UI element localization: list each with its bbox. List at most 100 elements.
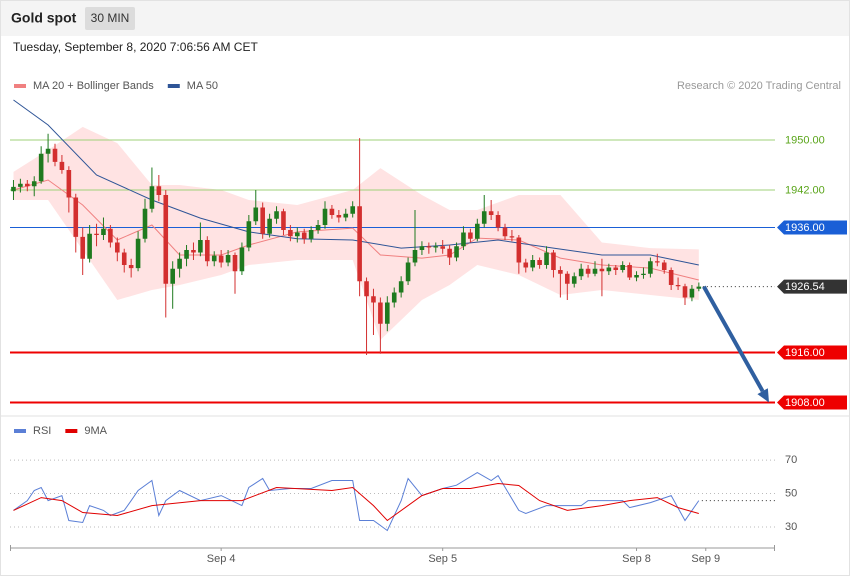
x-tick-label: Sep 4 [207,553,236,565]
candle-body [295,232,300,237]
candle-body [398,281,404,293]
candle-body [156,186,162,195]
level-tag [777,279,847,294]
candle-body [371,296,376,303]
candle-body [163,195,169,284]
candle-body [184,250,189,259]
candle-body [260,207,265,234]
level-label: 1926.54 [785,281,825,293]
level-label: 1936.00 [785,222,825,234]
candle-body [87,233,92,259]
timeframe-badge[interactable] [85,7,135,30]
x-tick-label: Sep 5 [428,553,457,565]
candle-body [135,238,141,269]
candle-body [613,267,619,270]
candle-body [661,262,667,270]
candle-body [502,227,508,237]
candle-body [516,237,522,263]
candle-body [509,236,515,238]
candle-body [682,286,688,298]
legend-label: 9MA [84,425,107,437]
candle-body [128,265,134,269]
candle-body [385,302,390,324]
legend-label: RSI [33,425,51,437]
candle-body [426,246,432,248]
candle-body [218,255,224,263]
level-label: 1950.00 [785,134,825,146]
candle-body [447,248,452,258]
candle-body [31,181,37,187]
level-tag [777,395,847,410]
candle-body [38,153,44,182]
candle-body [177,258,182,269]
candle-body [239,247,245,272]
legend-label: MA 20 + Bollinger Bands [33,80,154,92]
candle-body [101,228,106,235]
indicator-line [13,482,699,522]
legend-swatch [14,84,26,88]
candle-body [11,186,16,192]
legend-label: MA 50 [187,80,218,92]
level-label: 1908.00 [785,397,825,409]
candle-body [267,218,272,234]
candle-body [530,260,535,268]
candle-body [461,232,466,247]
candle-body [205,240,210,262]
candle-body [468,232,473,239]
indicator-line [13,472,700,532]
candle-body [45,148,51,154]
candle-body [668,270,674,285]
candle-body [59,161,65,170]
candle-body [211,255,217,262]
candle-body [25,183,30,187]
candle-body [620,265,625,270]
timeframe[interactable]: 30 MIN [91,11,130,25]
candle-body [115,242,120,253]
candle-body [149,186,155,209]
candle-body [322,208,328,225]
candle-body [405,262,411,282]
candle-body [350,206,355,214]
candle-body [364,281,369,297]
moving-average [13,99,699,266]
timestamp: Tuesday, September 8, 2020 7:06:56 AM CE… [13,40,258,54]
candle-body [412,250,418,263]
forecast-arrow [702,285,765,393]
candle-body [454,246,459,258]
candle-body [315,225,321,230]
x-tick-label: Sep 9 [691,553,720,565]
candle-body [523,262,529,268]
legend-swatch [167,84,180,88]
legend-swatch [14,429,26,433]
candle-body [94,233,99,235]
candle-body [329,208,335,215]
candle-body [246,221,252,248]
candle-body [336,215,342,218]
candle-body [343,213,349,218]
candle-body [108,228,113,243]
candle-body [253,207,259,222]
candle-body [558,270,563,274]
candle-body [481,211,487,224]
candle-body [170,268,175,284]
candle-body [274,211,279,219]
candle-body [378,302,383,324]
y-tick-label: 30 [785,521,797,533]
header-bar [1,1,849,36]
level-label: 1916.00 [785,347,825,359]
candle-body [565,273,570,284]
candle-body [488,211,494,215]
forecast-arrowhead [757,388,769,403]
legend-swatch [65,429,78,433]
candle-body [475,223,480,239]
candle-body [627,265,632,278]
x-tick-label: Sep 8 [622,553,651,565]
candle-body [544,252,549,265]
candle-body [225,255,231,263]
candle-body [281,211,286,230]
candle-body [191,250,196,253]
candle-body [551,252,556,270]
candle-body [288,230,293,237]
